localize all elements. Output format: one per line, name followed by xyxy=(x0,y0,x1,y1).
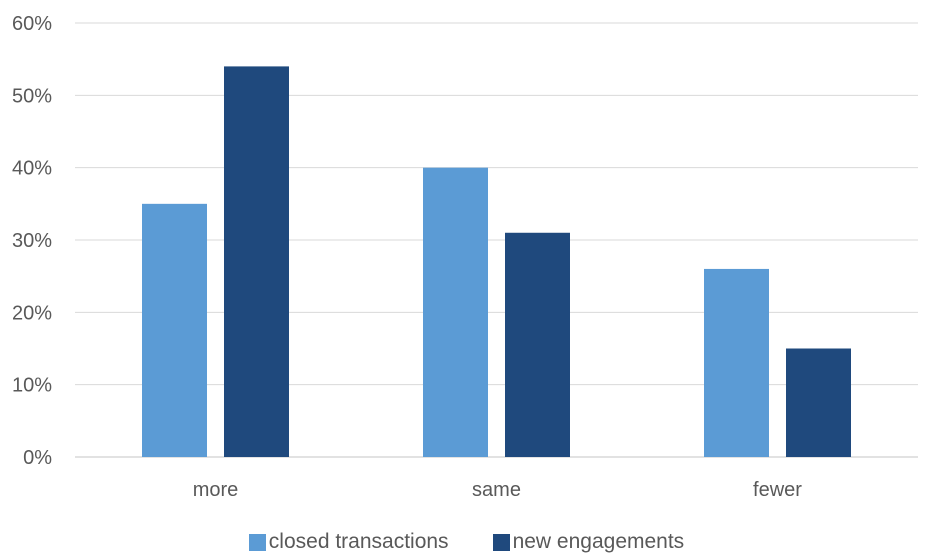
bar-new-engagements-more xyxy=(224,66,289,458)
gridlines xyxy=(75,22,918,458)
bar-new-engagements-same xyxy=(505,232,570,457)
legend-item-new-engagements: new engagements xyxy=(492,528,685,556)
bar-new-engagements-fewer xyxy=(786,348,851,457)
x-category-label-same: same xyxy=(472,479,521,501)
legend-label-new-engagements: new engagements xyxy=(512,530,685,553)
legend-label-closed-transactions: closed transactions xyxy=(268,530,449,553)
y-tick-label: 60% xyxy=(12,13,52,35)
bar-closed-transactions-fewer xyxy=(704,268,769,457)
y-tick-label: 40% xyxy=(12,158,52,180)
legend-swatch-closed-transactions xyxy=(248,533,266,551)
y-tick-label: 0% xyxy=(23,447,52,469)
x-axis-category-labels: more same fewer xyxy=(193,479,803,501)
y-tick-label: 50% xyxy=(12,85,52,107)
y-tick-label: 30% xyxy=(12,230,52,252)
bar-closed-transactions-same xyxy=(423,167,488,457)
legend-swatch-new-engagements xyxy=(492,533,510,551)
bars xyxy=(142,66,851,458)
bar-closed-transactions-more xyxy=(142,203,207,457)
y-axis-tick-labels: 0% 10% 20% 30% 40% 50% 60% xyxy=(12,13,52,469)
x-category-label-more: more xyxy=(193,479,239,501)
legend: closed transactions new engagements xyxy=(0,528,933,556)
legend-item-closed-transactions: closed transactions xyxy=(248,528,449,556)
y-tick-label: 10% xyxy=(12,375,52,397)
y-tick-label: 20% xyxy=(12,302,52,324)
x-category-label-fewer: fewer xyxy=(753,479,802,501)
